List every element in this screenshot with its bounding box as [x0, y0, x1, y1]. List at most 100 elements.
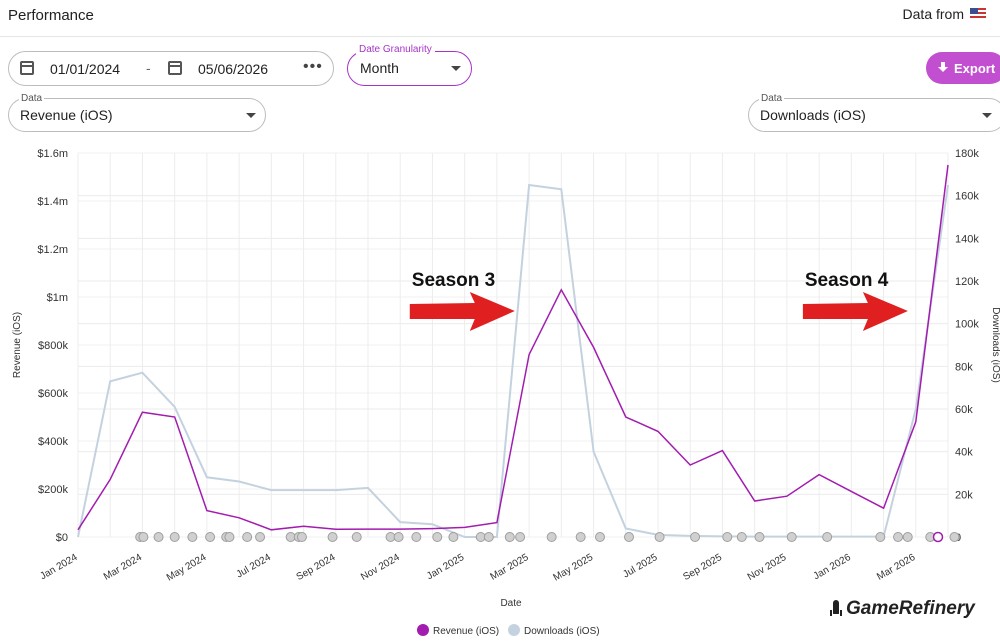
y2-axis-tick-label: 120k [955, 276, 979, 288]
legend: Revenue (iOS) Downloads (iOS) [417, 624, 600, 637]
annotation-arrow [409, 292, 515, 331]
y-axis-tick-label: $400k [38, 436, 68, 448]
more-options-icon[interactable]: ••• [303, 58, 323, 75]
x-axis-tick-label: Sep 2024 [295, 552, 338, 583]
event-marker [242, 532, 253, 542]
y-axis-tick-label: $600k [38, 388, 68, 400]
event-marker [595, 532, 605, 542]
x-axis-tick-label: Nov 2025 [746, 552, 789, 583]
y-axis-title: Revenue (iOS) [12, 312, 23, 378]
left-metric-select[interactable]: Data Revenue (iOS) [8, 93, 266, 132]
series-line-downloads [77, 183, 949, 538]
chevron-down-icon [982, 113, 992, 118]
date-separator: - [146, 60, 151, 76]
legend-swatch[interactable] [417, 624, 429, 636]
y-axis-tick-label: $1.6m [37, 148, 68, 160]
event-marker [786, 532, 797, 542]
event-marker [169, 532, 180, 542]
event-marker [654, 532, 665, 542]
event-marker [351, 532, 362, 542]
left-metric-value: Revenue (iOS) [20, 107, 113, 123]
x-axis-tick-label: Nov 2024 [359, 552, 402, 583]
event-marker [138, 532, 149, 542]
x-axis-tick-label: Mar 2025 [489, 552, 531, 583]
y2-axis-tick-label: 180k [955, 148, 979, 160]
y2-axis-tick-label: 40k [955, 447, 973, 459]
performance-chart[interactable]: $0 $200k $400k $600k $800k $1m $1.2m $1.4m $1.6m… [0, 140, 1000, 643]
event-marker-selected [932, 531, 944, 543]
date-granularity-value: Month [360, 60, 399, 76]
x-axis-tick-label: Jan 2026 [812, 552, 854, 582]
start-date-input[interactable]: 01/01/2024 [50, 61, 121, 77]
y2-axis-title: Downloads (iOS) [990, 307, 1000, 383]
x-axis-tick-label: Jul 2024 [235, 552, 274, 581]
rocket-icon [830, 600, 842, 618]
event-marker [504, 532, 515, 542]
event-marker [546, 532, 557, 542]
event-marker [754, 532, 765, 542]
event-marker [224, 532, 235, 542]
event-marker [411, 532, 422, 542]
y-axis-tick-label: $800k [38, 340, 68, 352]
date-granularity-select[interactable]: Date Granularity Month [347, 44, 472, 86]
event-marker [690, 532, 701, 542]
end-date-input[interactable]: 05/06/2026 [198, 61, 269, 77]
legend-swatch[interactable] [508, 624, 520, 636]
series-line-revenue [77, 164, 949, 531]
x-axis-tick-label: Jan 2025 [425, 552, 467, 582]
calendar-icon[interactable] [20, 61, 34, 75]
x-axis-tick-label: Jul 2025 [621, 552, 660, 581]
event-marker [575, 532, 586, 542]
gamerefinery-logo: GameRefinery [830, 598, 975, 620]
download-icon [938, 62, 948, 74]
calendar-icon[interactable] [168, 61, 182, 75]
y-axis-tick-label: $0 [56, 532, 68, 544]
legend-label[interactable]: Revenue (iOS) [433, 626, 499, 637]
data-from[interactable]: Data from [903, 6, 986, 22]
data-from-label: Data from [902, 6, 964, 22]
y-axis-tick-label: $1.4m [37, 196, 68, 208]
x-axis-tick-label: Mar 2026 [875, 552, 917, 583]
event-marker [205, 532, 216, 542]
event-marker [432, 532, 443, 542]
right-metric-label: Data [759, 93, 785, 104]
event-marker [893, 532, 904, 542]
y2-axis-tick-label: 140k [955, 233, 979, 245]
page-title: Performance [8, 7, 94, 24]
event-marker [393, 532, 404, 542]
event-marker [296, 532, 307, 542]
event-marker [255, 532, 266, 542]
annotation-label: Season 3 [412, 270, 495, 291]
y2-axis-tick-label: 20k [955, 489, 973, 501]
right-metric-select[interactable]: Data Downloads (iOS) [748, 93, 1000, 132]
brand-name: GameRefinery [846, 598, 975, 619]
y-axis-tick-label: $1.2m [37, 244, 68, 256]
y-axis-tick-label: $1m [47, 292, 68, 304]
y2-axis-tick-label: 100k [955, 319, 979, 331]
event-marker [736, 532, 747, 542]
legend-label[interactable]: Downloads (iOS) [524, 626, 600, 637]
event-marker [187, 532, 198, 542]
date-range-picker[interactable]: 01/01/2024 - 05/06/2026 ••• [8, 51, 334, 86]
y2-axis-tick-label: 160k [955, 191, 979, 203]
event-marker [515, 532, 526, 542]
chevron-down-icon [246, 113, 256, 118]
annotation-arrow [802, 292, 908, 331]
event-marker [902, 532, 913, 542]
x-axis-tick-label: May 2024 [165, 552, 209, 584]
right-metric-value: Downloads (iOS) [760, 107, 866, 123]
export-label: Export [954, 60, 996, 76]
event-marker [722, 532, 733, 542]
date-granularity-label: Date Granularity [356, 44, 435, 55]
y-axis-tick-label: $200k [38, 484, 68, 496]
us-flag-icon[interactable] [970, 8, 986, 20]
event-marker [624, 532, 634, 542]
top-bar: Performance Data from [0, 0, 1000, 37]
annotation-label: Season 4 [805, 270, 889, 291]
event-marker [875, 532, 886, 542]
export-button[interactable]: Export [926, 52, 1000, 84]
y2-axis-tick-label: 60k [955, 404, 973, 416]
event-marker [822, 532, 833, 542]
x-axis-title: Date [500, 598, 522, 609]
x-axis-tick-label: Mar 2024 [102, 552, 144, 583]
